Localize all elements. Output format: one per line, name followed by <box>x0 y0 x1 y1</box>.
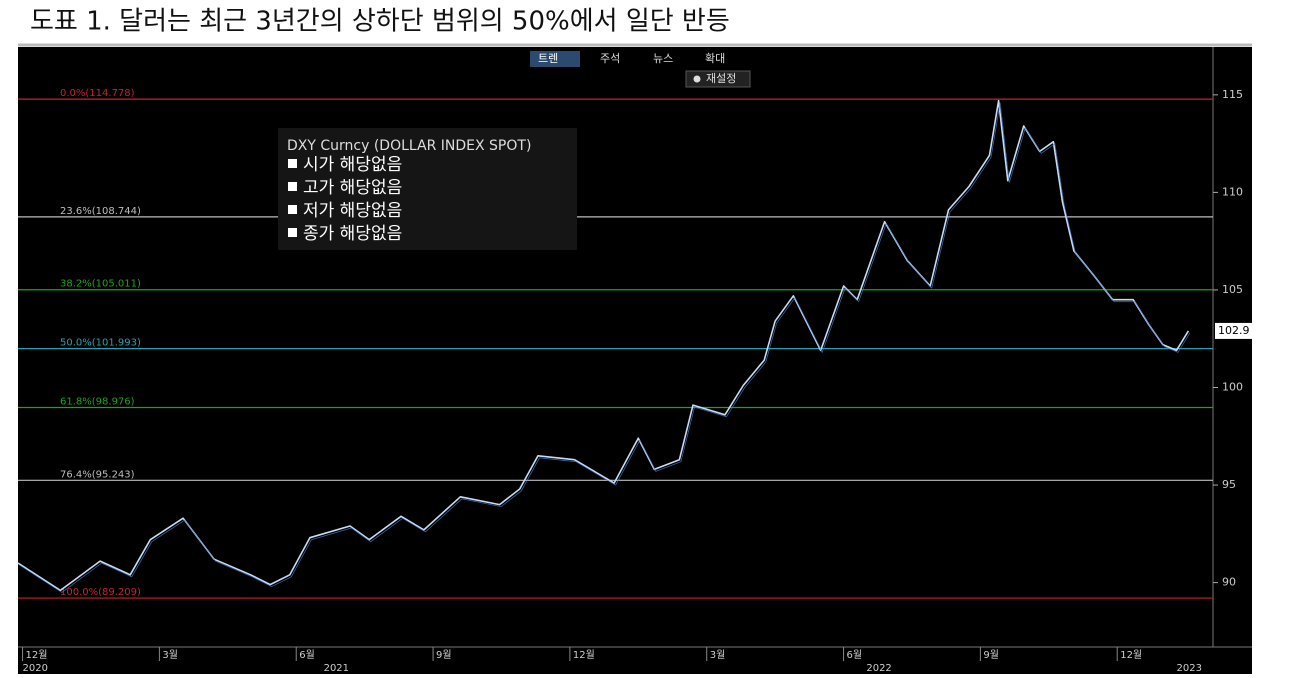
toolbar: 트렌 주석 뉴스 확대 재설정 <box>530 51 751 88</box>
y-tick-label: 95 <box>1222 478 1236 491</box>
plot: 90 95 100 105 110 115 12월 3월 6월 9월 12월 3월 6월 9월 12월 202… <box>17 88 1255 674</box>
toolbar-label[interactable]: 주석 <box>600 52 620 65</box>
fib-label: 50.0%(101.993) <box>60 338 141 349</box>
legend: DXY Curncy (DOLLAR INDEX SPOT) 시가 해당없음 고… <box>278 128 577 250</box>
x-tick-label: 12월 <box>26 649 48 661</box>
x-year-label: 2021 <box>324 663 349 674</box>
x-year-label: 2023 <box>1177 663 1202 674</box>
legend-item: 종가 해당없음 <box>303 224 402 244</box>
toolbar-label[interactable]: 트렌 <box>538 52 558 65</box>
y-tick-label: 110 <box>1222 185 1243 198</box>
y-tick-label: 105 <box>1222 283 1243 296</box>
legend-item: 시가 해당없음 <box>303 155 402 175</box>
reset-icon <box>693 75 701 83</box>
x-year-label: 2022 <box>866 663 891 674</box>
reset-button[interactable] <box>685 70 751 88</box>
legend-item: 저가 해당없음 <box>303 201 402 221</box>
x-tick-label: 6월 <box>847 649 863 661</box>
x-tick-label: 9월 <box>983 649 999 661</box>
legend-box <box>278 128 577 250</box>
fib-label: 23.6%(108.744) <box>60 206 141 217</box>
x-tick-label: 9월 <box>436 649 452 661</box>
y-tick-label: 90 <box>1222 576 1236 589</box>
toolbar-button[interactable] <box>530 51 580 67</box>
y-tick-label: 115 <box>1222 88 1243 101</box>
toolbar-label[interactable]: 확대 <box>705 52 725 65</box>
x-tick-label: 3월 <box>710 649 726 661</box>
legend-key <box>288 182 297 191</box>
chart-title: 도표 1. 달러는 최근 3년간의 상하단 범위의 50%에서 일단 반등 <box>30 7 730 37</box>
fib-label: 100.0%(89.209) <box>60 587 141 598</box>
x-tick-label: 12월 <box>573 649 595 661</box>
x-tick-label: 6월 <box>299 649 315 661</box>
reset-label[interactable]: 재설정 <box>706 72 736 85</box>
legend-title: DXY Curncy (DOLLAR INDEX SPOT) <box>287 138 531 154</box>
legend-key <box>288 159 297 168</box>
x-tick-label: 12월 <box>1120 649 1142 661</box>
price-shadow <box>19 102 1191 593</box>
y-tick-label: 100 <box>1222 380 1243 393</box>
last-value-box <box>1215 322 1255 339</box>
fib-label: 0.0%(114.778) <box>60 88 135 99</box>
fib-label: 38.2%(105.011) <box>60 279 141 290</box>
chart-background <box>18 47 1252 674</box>
toolbar-label[interactable]: 뉴스 <box>653 52 673 65</box>
fib-label: 61.8%(98.976) <box>60 396 135 407</box>
legend-item: 고가 해당없음 <box>303 178 402 198</box>
x-tick-label: 3월 <box>162 649 178 661</box>
last-value-label: 102.9 <box>1218 324 1250 337</box>
fib-label: 76.4%(95.243) <box>60 469 135 480</box>
x-year-label: 2020 <box>23 663 48 674</box>
legend-key <box>288 205 297 214</box>
legend-key <box>288 228 297 237</box>
price-line <box>17 99 1190 592</box>
